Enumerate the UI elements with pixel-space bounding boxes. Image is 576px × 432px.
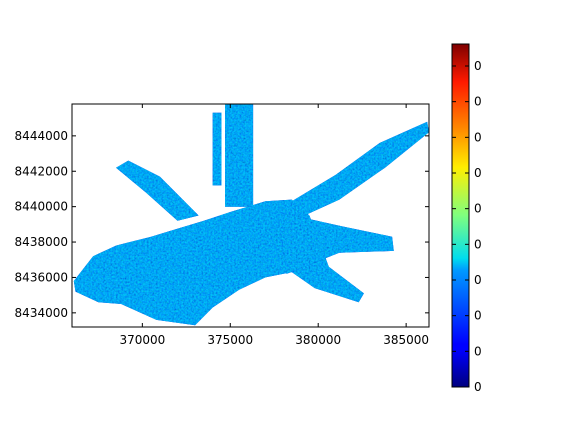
- colorbar-ticks: 0 0 0 0 0 0 0 0 0 0: [452, 59, 482, 394]
- colorbar-tick-label: 0: [474, 237, 482, 251]
- region-speckle: [225, 104, 254, 207]
- colorbar-tick-label: 0: [474, 344, 482, 358]
- region-speckle: [212, 112, 222, 186]
- colorbar-tick-label: 0: [474, 380, 482, 394]
- y-tick-label: 8444000: [15, 129, 68, 143]
- colorbar: [451, 43, 470, 388]
- x-tick-label: 380000: [295, 333, 341, 347]
- colorbar-tick-label: 0: [474, 202, 482, 216]
- y-tick-label: 8436000: [15, 270, 68, 284]
- x-axis: 370000 375000 380000 385000: [119, 104, 429, 347]
- plot-frame: [71, 103, 430, 328]
- x-tick-label: 375000: [207, 333, 253, 347]
- region-east-lobe: [277, 212, 394, 274]
- colorbar-tick-label: 0: [474, 130, 482, 144]
- heatmap-regions: [73, 104, 429, 326]
- region-ne-arm: [291, 121, 429, 218]
- x-tick-label: 370000: [119, 333, 165, 347]
- region-speckle: [116, 160, 199, 221]
- y-tick-label: 8440000: [15, 200, 68, 214]
- region-main-body: [73, 199, 364, 326]
- colorbar-tick-label: 0: [474, 95, 482, 109]
- y-tick-label: 8438000: [15, 235, 68, 249]
- x-tick-label: 385000: [383, 333, 429, 347]
- region-speckle: [73, 199, 364, 326]
- colorbar-tick-label: 0: [474, 59, 482, 73]
- y-tick-label: 8442000: [15, 164, 68, 178]
- y-axis: 8434000 8436000 8438000 8440000 8442000 84440…: [15, 129, 429, 320]
- colorbar-tick-label: 0: [474, 166, 482, 180]
- region-north-thin-channel: [212, 112, 222, 186]
- region-north-channel: [225, 104, 254, 207]
- y-tick-label: 8434000: [15, 306, 68, 320]
- colorbar-tick-label: 0: [474, 309, 482, 323]
- region-speckle: [291, 121, 429, 218]
- region-speckle: [277, 212, 394, 274]
- colorbar-tick-label: 0: [474, 273, 482, 287]
- region-nw-arm: [116, 160, 199, 221]
